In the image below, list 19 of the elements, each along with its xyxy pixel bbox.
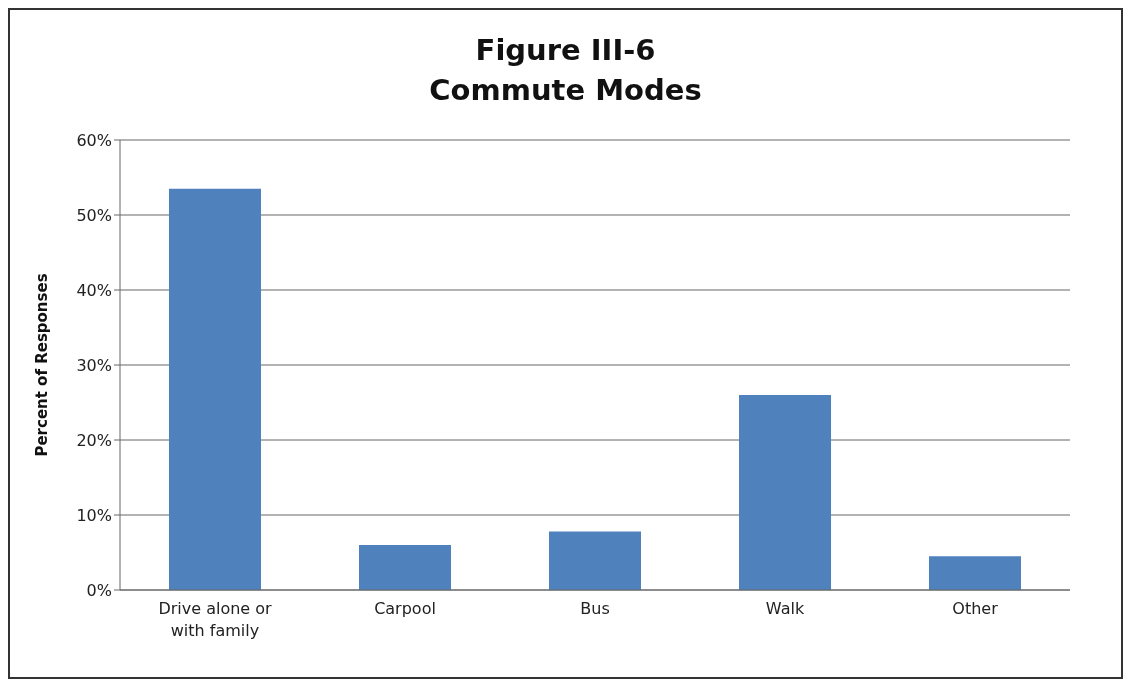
bar — [929, 556, 1021, 590]
y-tick-label: 20% — [76, 430, 112, 450]
y-tick-label: 60% — [76, 130, 112, 150]
bar — [359, 545, 451, 590]
x-tick-label: Walk — [765, 599, 805, 618]
bar — [549, 531, 641, 590]
bar — [169, 188, 261, 590]
x-tick-label: Carpool — [374, 599, 436, 618]
y-tick-label: 10% — [76, 505, 112, 525]
y-axis-title: Percent of Responses — [33, 273, 52, 457]
y-tick-label: 30% — [76, 355, 112, 375]
x-tick-label: Bus — [580, 599, 610, 618]
bar — [739, 395, 831, 590]
y-tick-label: 40% — [76, 280, 112, 300]
x-tick-label: Other — [952, 599, 999, 618]
y-tick-label: 50% — [76, 205, 112, 225]
chart-title: Figure III-6 Commute Modes — [428, 32, 703, 109]
y-tick-label: 0% — [86, 580, 112, 600]
x-tick-label: Drive alone or with family — [158, 599, 273, 640]
